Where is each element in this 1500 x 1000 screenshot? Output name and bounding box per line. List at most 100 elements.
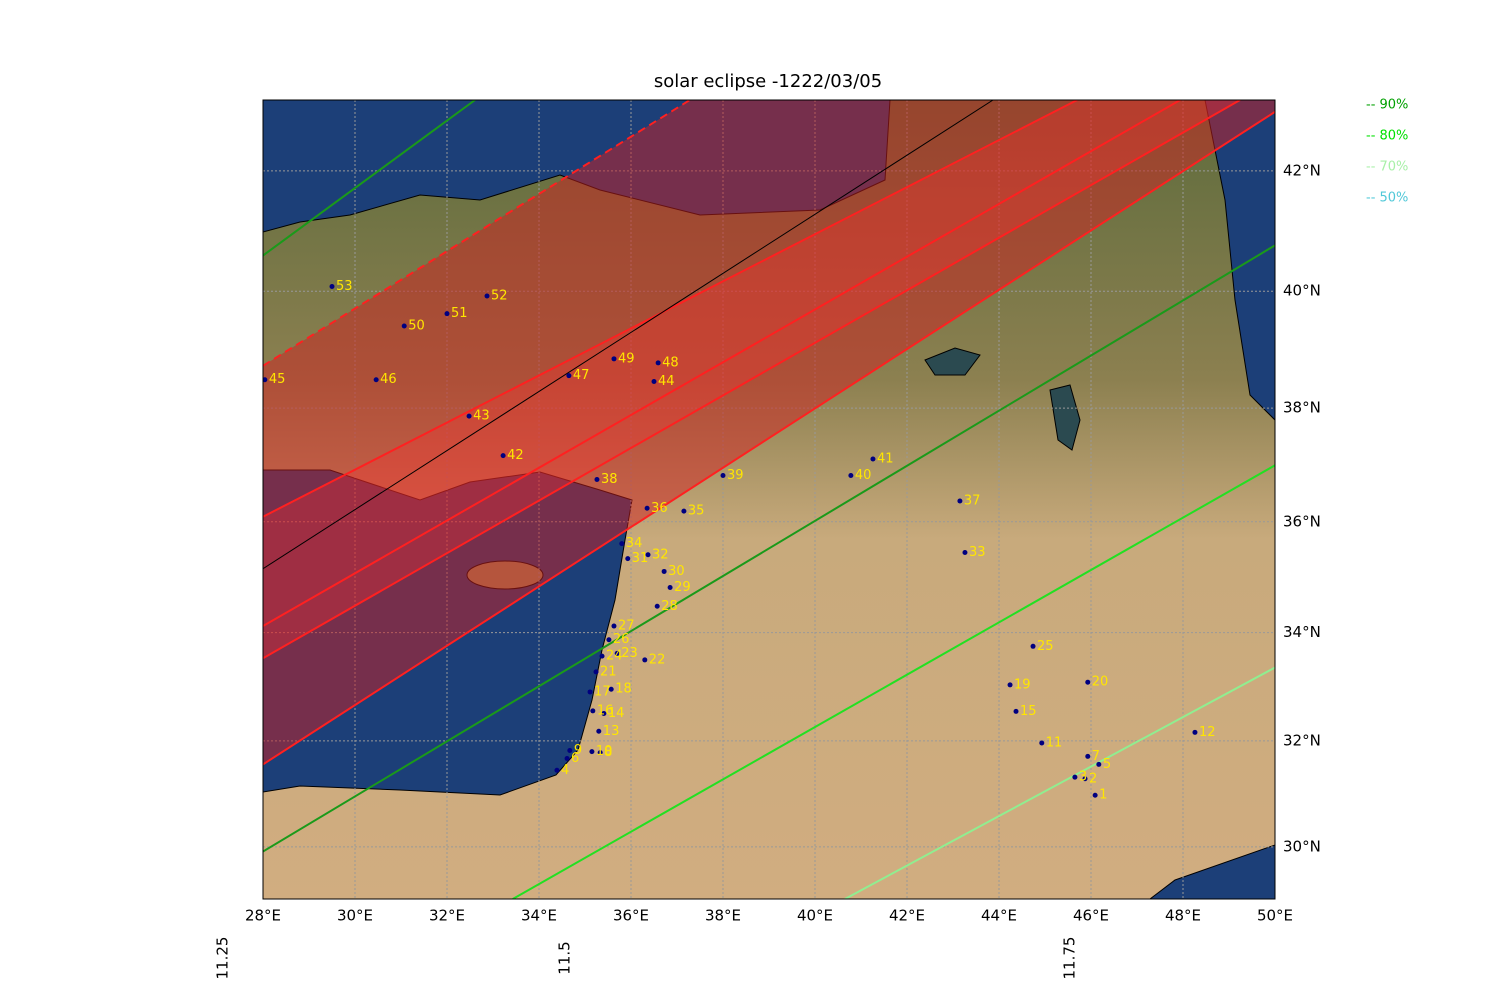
site-label: 38 xyxy=(601,472,618,487)
site-label: 50 xyxy=(408,319,425,334)
y-tick-label: 34°N xyxy=(1283,623,1321,641)
site-point xyxy=(1007,682,1013,688)
site-label: 15 xyxy=(1020,704,1037,719)
site-label: 45 xyxy=(269,372,286,387)
legend-entry: -- 90% xyxy=(1366,98,1408,113)
site-label: 11 xyxy=(1046,736,1063,751)
site-label: 23 xyxy=(621,646,638,661)
site-label: 24 xyxy=(606,649,623,664)
path-line xyxy=(263,100,994,570)
site-label: 35 xyxy=(688,504,705,519)
site-point xyxy=(611,356,617,362)
site-point xyxy=(644,505,650,511)
site-label: 2 xyxy=(1089,771,1097,786)
site-point xyxy=(957,498,963,504)
x-tick-label: 32°E xyxy=(429,907,465,925)
path-line xyxy=(263,244,1275,853)
site-label: 34 xyxy=(626,536,643,551)
site-label: 52 xyxy=(491,288,508,303)
site-label: 33 xyxy=(969,545,986,560)
site-point xyxy=(263,377,268,383)
chart-title: solar eclipse -1222/03/05 xyxy=(654,71,882,92)
x-tick-label: 40°E xyxy=(797,907,833,925)
path-line xyxy=(512,464,1275,899)
site-label: 19 xyxy=(1014,677,1031,692)
site-label: 18 xyxy=(615,682,632,697)
site-label: 40 xyxy=(855,468,872,483)
x-tick-label: 38°E xyxy=(705,907,741,925)
site-label: 20 xyxy=(1092,675,1109,690)
y-tick-label: 32°N xyxy=(1283,731,1321,749)
site-label: 48 xyxy=(662,355,679,370)
site-label: 27 xyxy=(618,619,635,634)
y-tick-label: 40°N xyxy=(1283,282,1321,300)
site-label: 31 xyxy=(632,551,649,566)
site-label: 39 xyxy=(727,468,744,483)
site-label: 7 xyxy=(1092,749,1100,764)
x-tick-label: 30°E xyxy=(337,907,373,925)
site-label: 28 xyxy=(661,599,678,614)
site-point xyxy=(870,456,876,462)
site-point xyxy=(667,585,673,591)
site-point xyxy=(373,377,379,383)
site-label: 1 xyxy=(1099,788,1107,803)
site-point xyxy=(500,453,506,459)
lake-urmia xyxy=(1049,384,1081,451)
site-label: 22 xyxy=(649,652,666,667)
site-point xyxy=(587,689,593,695)
site-point xyxy=(654,603,660,609)
site-point xyxy=(661,568,667,574)
site-label: 13 xyxy=(603,724,620,739)
site-point xyxy=(401,323,407,329)
site-label: 42 xyxy=(507,448,524,463)
site-point xyxy=(589,749,595,755)
x-tick-label: 42°E xyxy=(889,907,925,925)
path-line xyxy=(263,100,1241,660)
site-point xyxy=(720,473,726,479)
y-tick-label: 42°N xyxy=(1283,161,1321,179)
site-point xyxy=(681,508,687,514)
site-label: 17 xyxy=(594,684,611,699)
persian-gulf xyxy=(1149,844,1275,899)
caspian-sea xyxy=(1204,100,1275,421)
site-point xyxy=(564,756,570,762)
site-label: 3 xyxy=(1079,770,1087,785)
site-label: 25 xyxy=(1037,639,1054,654)
site-point xyxy=(554,767,560,773)
site-point xyxy=(1082,776,1088,782)
site-point xyxy=(642,657,648,663)
x-tick-label: 36°E xyxy=(613,907,649,925)
site-point xyxy=(1085,753,1091,759)
site-point xyxy=(1039,740,1045,746)
site-label: 32 xyxy=(652,547,669,562)
eclipse-band xyxy=(263,100,1275,765)
site-label: 30 xyxy=(668,564,685,579)
path-line xyxy=(263,100,476,257)
site-point xyxy=(611,623,617,629)
site-point xyxy=(1072,774,1078,780)
x-tick-label: 44°E xyxy=(981,907,1017,925)
x-tick-label: 34°E xyxy=(521,907,557,925)
legend-entry: -- 80% xyxy=(1366,129,1408,144)
site-label: 12 xyxy=(1199,725,1216,740)
site-point xyxy=(466,413,472,419)
site-label: 21 xyxy=(600,664,617,679)
site-label: 41 xyxy=(877,452,894,467)
site-point xyxy=(608,686,614,692)
site-label: 9 xyxy=(574,743,582,758)
site-point xyxy=(655,360,661,366)
site-point xyxy=(567,748,573,754)
y-tick-label: 38°N xyxy=(1283,399,1321,417)
site-point xyxy=(606,637,612,643)
path-line xyxy=(263,100,1181,627)
path-line xyxy=(844,666,1275,899)
site-point xyxy=(645,552,651,558)
site-point xyxy=(619,541,625,547)
site-label: 51 xyxy=(451,306,468,321)
x-tick-label: 46°E xyxy=(1073,907,1109,925)
site-point xyxy=(1085,679,1091,685)
site-label: 44 xyxy=(658,374,675,389)
x-tick-label: 28°E xyxy=(245,907,281,925)
lake-van xyxy=(924,347,981,376)
site-point xyxy=(962,550,968,556)
